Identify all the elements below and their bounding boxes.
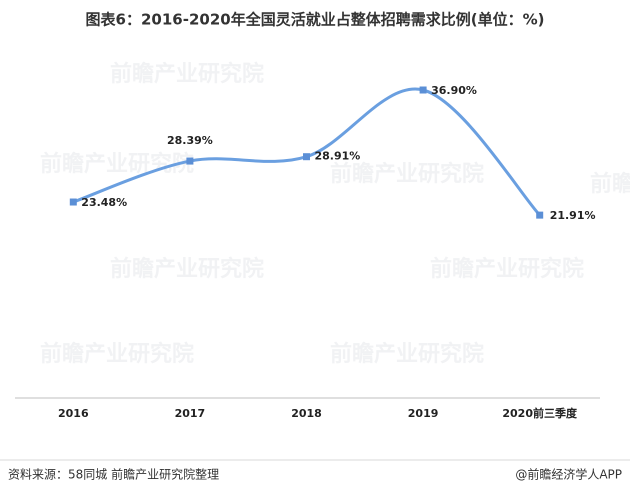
- marker: [419, 86, 427, 94]
- marker: [69, 198, 77, 206]
- x-tick-label: 2019: [408, 407, 439, 420]
- watermark: 前瞻产业研究院: [110, 61, 264, 87]
- chart-title: 图表6：2016-2020年全国灵活就业占整体招聘需求比例(单位：%): [86, 11, 545, 29]
- value-label: 36.90%: [431, 84, 477, 97]
- value-label: 28.91%: [315, 150, 361, 163]
- watermark: 前瞻产业研究院: [110, 256, 264, 282]
- watermark: 前瞻产业研究院: [330, 161, 484, 187]
- x-tick-label: 2016: [58, 407, 89, 420]
- watermark: 前瞻产业研究院: [40, 151, 194, 177]
- value-label: 21.91%: [550, 209, 596, 222]
- watermark: 前瞻产业研究院: [590, 171, 630, 197]
- credit: @前瞻经济学人APP: [515, 467, 622, 482]
- value-label: 23.48%: [81, 196, 127, 209]
- source: 资料来源：58同城 前瞻产业研究院整理: [8, 467, 219, 482]
- x-tick-label: 2018: [291, 407, 322, 420]
- value-label: 28.39%: [167, 134, 213, 147]
- watermarks: 前瞻产业研究院 前瞻产业研究院 前瞻产业研究院 前瞻产业研究院 前瞻产业研究院 …: [40, 61, 630, 367]
- watermark: 前瞻产业研究院: [330, 341, 484, 367]
- marker: [536, 211, 544, 219]
- watermark: 前瞻产业研究院: [40, 341, 194, 367]
- marker: [303, 153, 310, 161]
- marker: [186, 157, 194, 165]
- x-tick-label: 2017: [175, 407, 206, 420]
- x-tick-label: 2020前三季度: [502, 406, 578, 420]
- watermark: 前瞻产业研究院: [430, 256, 584, 282]
- line: [72, 87, 541, 217]
